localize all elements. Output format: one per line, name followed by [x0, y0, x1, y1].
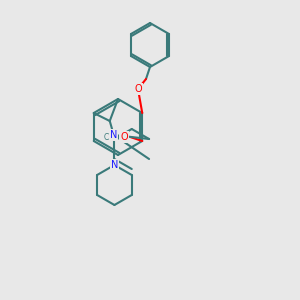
Text: N: N — [111, 160, 118, 170]
Text: CH₃: CH₃ — [104, 133, 118, 142]
Text: O: O — [120, 132, 128, 142]
Text: O: O — [134, 84, 142, 94]
Text: N: N — [110, 130, 117, 140]
